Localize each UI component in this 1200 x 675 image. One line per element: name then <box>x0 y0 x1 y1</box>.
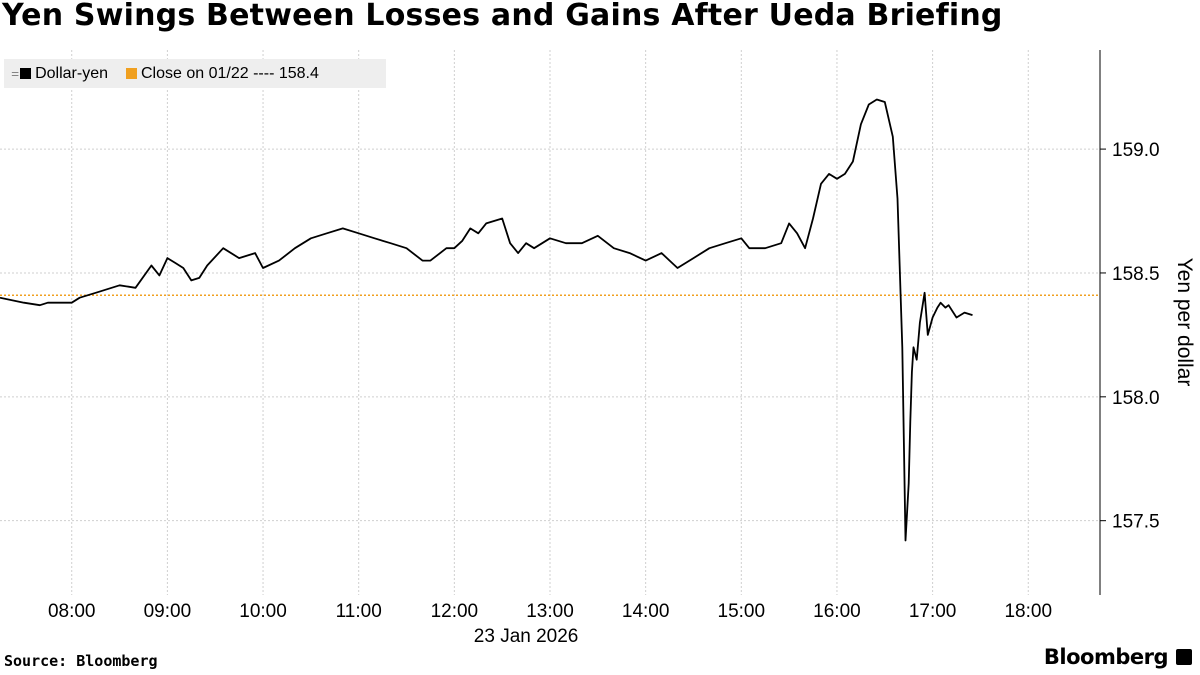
y-axis: 157.5 158.0 158.5 159.0 Yen per dollar <box>1099 50 1196 595</box>
brand-logo: Bloomberg <box>1044 645 1192 669</box>
source-note: Source: Bloomberg <box>4 652 158 670</box>
x-axis-ticks: 08:00 09:00 10:00 11:00 12:00 13:00 14:00 15:00… <box>48 601 1052 647</box>
x-tick-label-1300: 13:00 <box>526 601 574 622</box>
brand-name: Bloomberg <box>1043 645 1169 669</box>
grid-lines <box>0 50 1100 595</box>
bloomberg-mark-icon <box>1176 649 1192 665</box>
x-tick-label-1700: 17:00 <box>909 601 957 622</box>
y-tick-label-157.5: 157.5 <box>1112 512 1160 533</box>
x-tick-label-1000: 10:00 <box>239 601 287 622</box>
legend: ⚌ Dollar-yen Close on 01/22 ---- 158.4 <box>4 59 386 88</box>
y-tick-label-158.5: 158.5 <box>1112 264 1160 285</box>
legend-swatch-close <box>126 68 137 79</box>
legend-item-dollar-yen: ⚌ Dollar-yen <box>11 65 108 83</box>
x-axis-label: 23 Jan 2026 <box>474 626 579 647</box>
y-axis-title: Yen per dollar <box>1173 258 1196 387</box>
x-tick-label-0900: 09:00 <box>144 601 192 622</box>
legend-label-close: Close on 01/22 ---- 158.4 <box>141 64 319 82</box>
x-tick-label-1200: 12:00 <box>431 601 479 622</box>
x-tick-label-0800: 08:00 <box>48 601 96 622</box>
x-tick-label-1800: 18:00 <box>1004 601 1052 622</box>
legend-item-close: Close on 01/22 ---- 158.4 <box>126 65 319 83</box>
y-tick-label-158.0: 158.0 <box>1112 388 1160 409</box>
x-tick-label-1400: 14:00 <box>622 601 670 622</box>
x-tick-label-1500: 15:00 <box>718 601 766 622</box>
series-group <box>0 98 973 542</box>
legend-swatch-dollar-yen <box>20 68 32 79</box>
x-tick-label-1100: 11:00 <box>336 601 382 622</box>
series-line-dollar-yen <box>0 98 973 542</box>
legend-label-dollar-yen: Dollar-yen <box>35 64 108 82</box>
x-tick-label-1600: 16:00 <box>813 601 861 622</box>
pin-icon: ⚌ <box>11 68 20 78</box>
chart-title: Yen Swings Between Losses and Gains Afte… <box>2 0 1003 33</box>
y-tick-label-159.0: 159.0 <box>1112 140 1160 161</box>
